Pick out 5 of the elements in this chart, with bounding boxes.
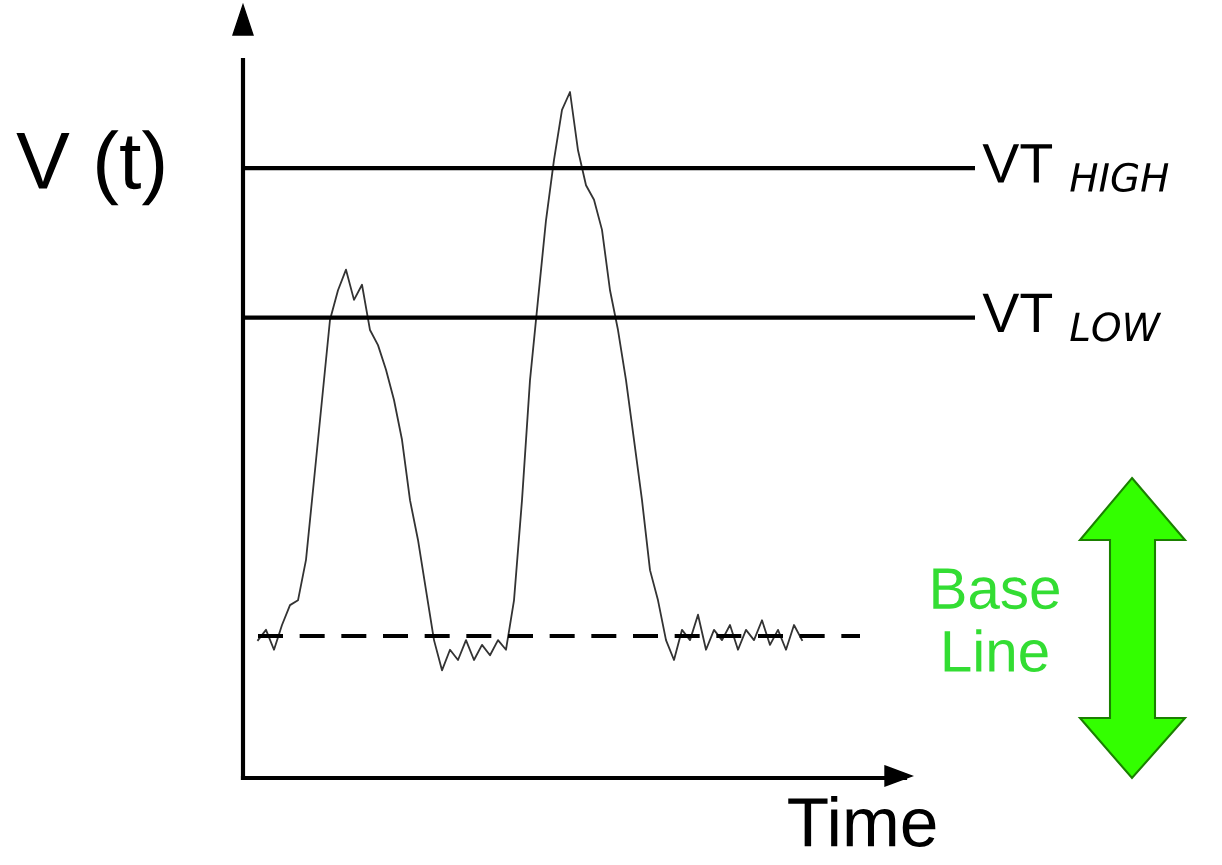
y-axis-title: V (t) <box>16 130 164 206</box>
text: Base Line <box>933 568 1059 673</box>
ref-line-label: VT $_{HIGH}$ <box>982 144 1169 193</box>
x-axis-title: Time <box>788 795 936 847</box>
ref-line-label: VT $_{LOW}$ <box>982 293 1162 342</box>
